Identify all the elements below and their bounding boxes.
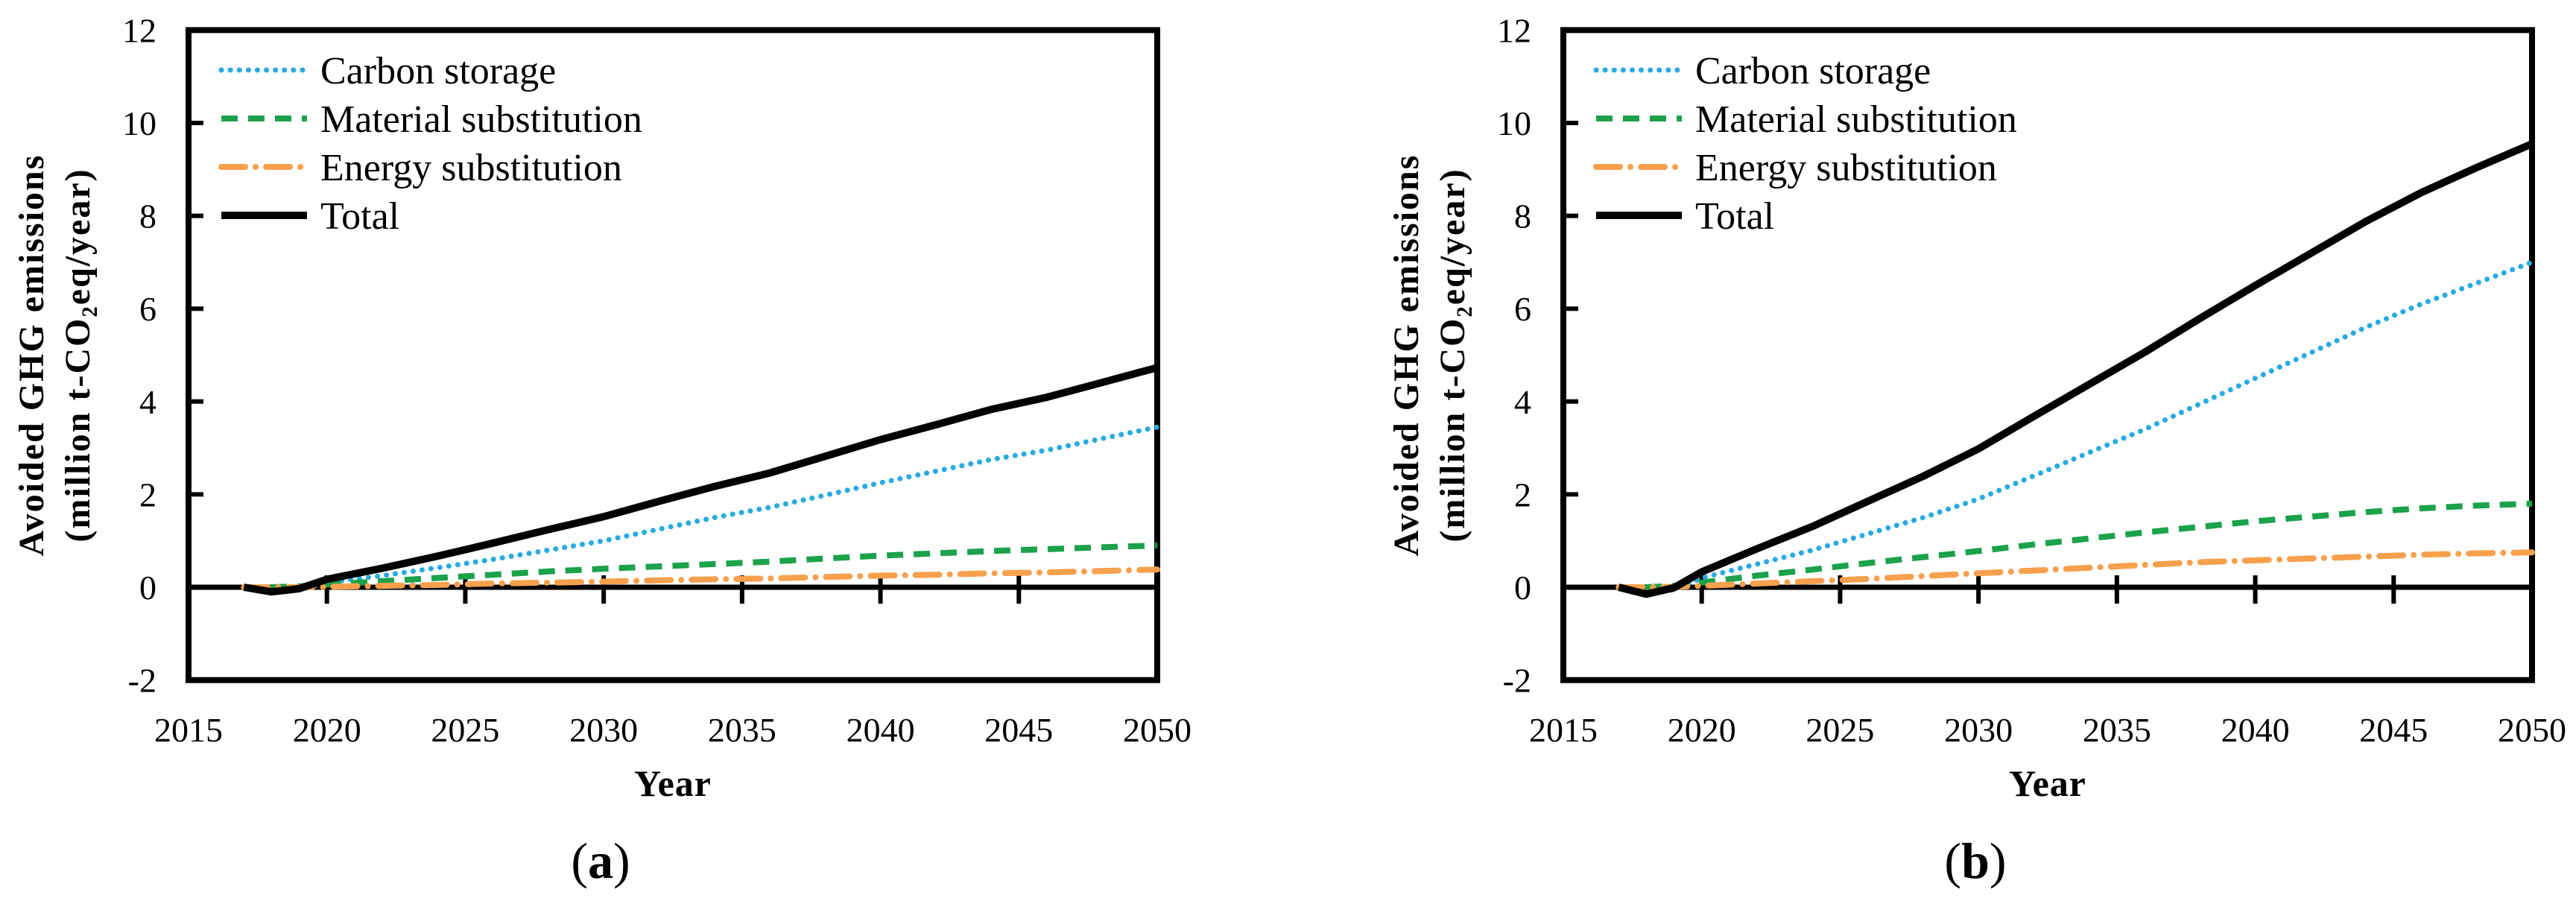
x-tick-label: 2035 [708, 711, 776, 749]
plot-frame [186, 27, 1160, 683]
x-tick-label: 2020 [293, 711, 361, 749]
series-line-material-substitution [1618, 500, 2533, 590]
y-axis-title-line-1: Avoided GHG emissions [12, 154, 51, 557]
y-tick-label: 10 [1497, 104, 1531, 142]
series-line-material-substitution [244, 542, 1158, 590]
legend-label: Carbon storage [1695, 50, 1931, 92]
x-tick-label: 2030 [569, 711, 638, 749]
y-axis-title-line-2: (million t-CO₂eq/year) [1433, 168, 1472, 542]
legend-label: Total [1695, 195, 1774, 238]
x-tick-label: 2020 [1668, 711, 1736, 749]
legend-label: Material substitution [1695, 98, 2017, 141]
series-line-total [243, 364, 1159, 596]
y-tick-label: 4 [1514, 383, 1531, 421]
series-line-energy-substitution [1615, 549, 2535, 590]
x-axis-title: Year [2009, 762, 2086, 804]
x-tick-label: 2015 [1529, 711, 1598, 749]
y-axis-title-line-1: Avoided GHG emissions [1387, 154, 1426, 557]
legend-label: Material substitution [320, 98, 642, 141]
y-tick-label: 0 [139, 569, 156, 607]
x-tick-label: 2050 [2498, 711, 2566, 749]
y-tick-label: 12 [122, 11, 156, 49]
y-tick-label: 8 [1514, 197, 1531, 235]
y-tick-label: 6 [139, 290, 156, 328]
legend-label: Energy substitution [320, 147, 622, 189]
x-tick-label: 2040 [846, 711, 915, 749]
y-tick-label: 12 [1497, 11, 1531, 49]
x-tick-label: 2040 [2221, 711, 2290, 749]
y-tick-label: 8 [139, 197, 156, 235]
panel-b: 12 10 8 6 4 2 0 -2 2015 2020 2025 2030 2035 2040 2045 2… [1375, 0, 2576, 898]
x-tick-label: 2045 [984, 711, 1053, 749]
legend-label: Energy substitution [1695, 147, 1997, 189]
y-tick-label: 2 [139, 475, 156, 513]
y-tick-label: 0 [1514, 569, 1531, 607]
panel-a: 12 10 8 6 4 2 0 -2 2015 2020 2025 2030 2035 2040 2045 2… [0, 0, 1201, 898]
y-axis-title-line-2: (million t-CO₂eq/year) [58, 168, 98, 542]
y-tick-label: 2 [1514, 475, 1531, 513]
series-line-total [1618, 140, 2534, 598]
series-line-carbon-storage [1615, 259, 2535, 597]
x-tick-label: 2015 [154, 711, 223, 749]
chart-b: 12 10 8 6 4 2 0 -2 2015 2020 2025 2030 2035 2040 2045 2… [1387, 11, 2566, 889]
y-tick-label: 4 [139, 383, 156, 421]
chart-a: 12 10 8 6 4 2 0 -2 2015 2020 2025 2030 2035 2040 2045 2… [12, 11, 1192, 889]
y-tick-label: 10 [122, 104, 156, 142]
y-tick-label: -2 [128, 662, 156, 700]
x-tick-label: 2030 [1944, 711, 2013, 749]
x-tick-label: 2025 [431, 711, 499, 749]
series-line-energy-substitution [241, 566, 1160, 590]
x-axis-title: Year [634, 762, 712, 804]
x-tick-label: 2025 [1806, 711, 1874, 749]
legend-label: Total [320, 195, 399, 238]
x-tick-label: 2050 [1123, 711, 1192, 749]
legend-label: Carbon storage [320, 50, 556, 92]
panel-caption-a: (a) [571, 832, 630, 889]
x-tick-label: 2045 [2359, 711, 2428, 749]
plot-frame [1560, 27, 2535, 683]
y-tick-label: -2 [1503, 662, 1531, 700]
y-tick-label: 6 [1514, 290, 1531, 328]
x-tick-label: 2035 [2083, 711, 2151, 749]
panel-caption-b: (b) [1944, 832, 2006, 889]
